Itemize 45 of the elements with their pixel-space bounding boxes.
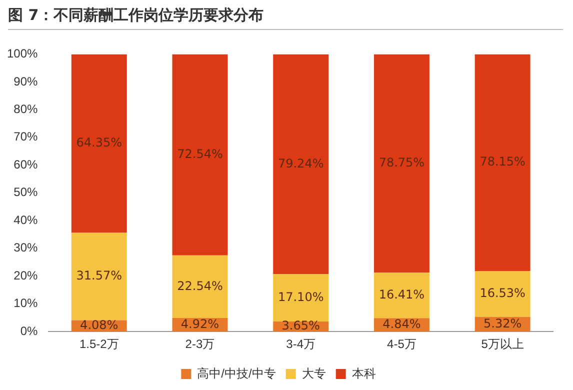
data-label: 16.53%: [480, 286, 526, 300]
y-tick-label: 50%: [14, 185, 38, 200]
bar: [273, 54, 329, 274]
data-label: 5.32%: [484, 316, 522, 330]
data-label: 64.35%: [76, 136, 122, 150]
data-label: 4.84%: [382, 317, 421, 332]
data-label: 22.54%: [177, 278, 223, 293]
x-tick-label: 4-5万: [387, 337, 416, 352]
bar: [474, 54, 530, 271]
y-tick-label: 70%: [14, 130, 38, 144]
data-label: 78.15%: [480, 154, 526, 169]
bar: [172, 54, 228, 256]
data-label: 72.54%: [177, 146, 223, 161]
legend-label: 本科: [352, 366, 376, 380]
data-label: 4.92%: [180, 316, 220, 331]
y-tick-label: 90%: [14, 74, 38, 88]
x-tick-label: 5万以上: [481, 337, 524, 352]
y-tick-label: 30%: [14, 240, 38, 255]
legend-label: 大专: [302, 366, 326, 380]
data-label: 17.10%: [278, 290, 324, 304]
data-label: 31.57%: [76, 268, 122, 283]
bar: [374, 272, 430, 318]
y-tick-label: 0%: [20, 324, 38, 338]
bar: [172, 255, 228, 318]
data-label: 78.75%: [378, 156, 425, 170]
bar: [71, 232, 127, 320]
data-label: 4.08%: [80, 318, 118, 332]
chart-title: 图 7：不同薪酬工作岗位学历要求分布: [8, 6, 563, 30]
bar: [273, 274, 329, 322]
bar: [71, 54, 127, 233]
y-tick-label: 10%: [14, 296, 38, 310]
x-tick-label: 1.5-2万: [79, 337, 119, 352]
y-tick-label: 100%: [6, 46, 38, 61]
data-label: 16.41%: [378, 288, 425, 302]
y-tick-label: 20%: [14, 268, 38, 282]
x-tick-label: 2-3万: [185, 337, 215, 352]
y-tick-label: 40%: [14, 212, 38, 227]
data-label: 79.24%: [278, 156, 324, 170]
x-tick-label: 3-4万: [286, 337, 316, 352]
data-label: 3.65%: [282, 318, 320, 333]
y-tick-label: 80%: [14, 102, 38, 116]
bar: [374, 54, 430, 273]
y-tick-label: 60%: [14, 157, 38, 172]
legend-label: 高中/中技/中专: [197, 366, 276, 380]
bar: [474, 270, 530, 317]
